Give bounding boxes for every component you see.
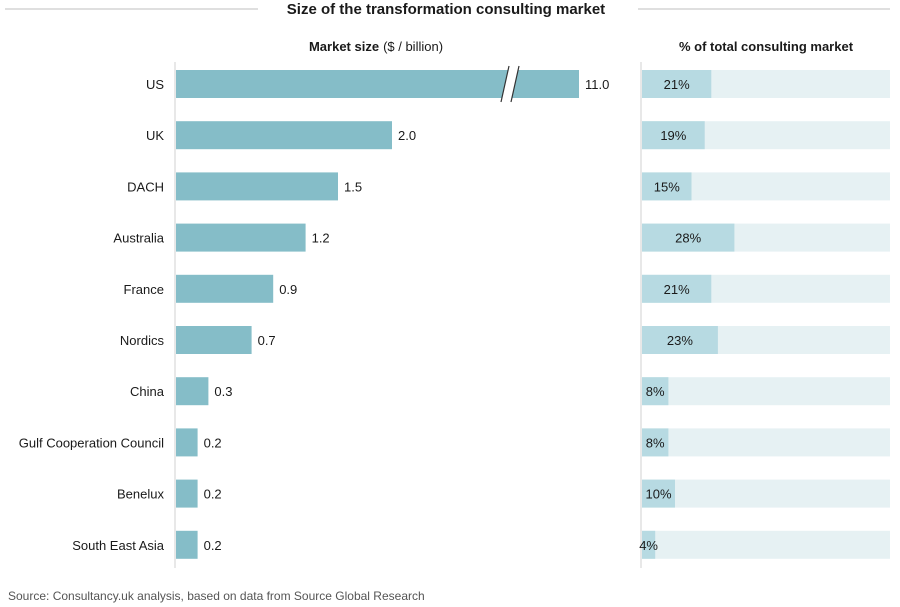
- market-size-value: 1.2: [312, 231, 330, 246]
- category-label: Australia: [113, 231, 164, 246]
- category-label: Gulf Cooperation Council: [19, 435, 164, 450]
- market-size-value: 2.0: [398, 128, 416, 143]
- row-8: Benelux 0.2 10%: [117, 479, 890, 508]
- source-note: Source: Consultancy.uk analysis, based o…: [8, 589, 425, 603]
- share-bar: [642, 70, 712, 98]
- market-size-bar: [176, 121, 392, 150]
- market-size-value: 11.0: [585, 77, 609, 92]
- market-size-bar: [176, 172, 338, 201]
- share-value: 19%: [660, 128, 686, 143]
- share-bar: [642, 223, 735, 252]
- chart-title: Size of the transformation consulting ma…: [287, 1, 605, 18]
- market-size-bar: [176, 223, 306, 252]
- category-label: Benelux: [117, 487, 164, 502]
- market-size-heading: Market size ($ / billion): [309, 39, 443, 54]
- category-label: France: [124, 282, 164, 297]
- share-value: 4%: [639, 538, 658, 553]
- share-track: [642, 428, 890, 457]
- market-size-bar: [176, 428, 198, 457]
- share-value: 21%: [664, 282, 690, 297]
- row-5: Nordics 0.7 23%: [120, 326, 890, 354]
- market-size-bar: [176, 274, 274, 303]
- share-bar: [642, 172, 692, 201]
- share-heading: % of total consulting market: [679, 39, 854, 54]
- row-3: Australia 1.2 28%: [113, 223, 890, 252]
- category-label: South East Asia: [72, 538, 165, 553]
- share-bar: [642, 274, 712, 303]
- category-label: DACH: [127, 179, 164, 194]
- market-size-bar: [176, 530, 198, 559]
- market-size-value: 0.2: [204, 538, 222, 553]
- category-label: US: [146, 77, 164, 92]
- market-size-bar: [176, 70, 579, 98]
- market-size-value: 0.2: [204, 435, 222, 450]
- share-value: 28%: [675, 231, 701, 246]
- market-size-bar: [176, 479, 198, 508]
- category-label: UK: [146, 128, 164, 143]
- row-7: Gulf Cooperation Council 0.2 8%: [19, 428, 890, 457]
- market-size-value: 0.7: [258, 333, 276, 348]
- market-size-value: 0.9: [279, 282, 297, 297]
- share-bar: [642, 530, 656, 559]
- axis-break-gap: [501, 66, 519, 102]
- share-value: 8%: [646, 384, 665, 399]
- row-1: UK 2.0 19%: [146, 121, 890, 150]
- row-6: China 0.3 8%: [130, 377, 890, 406]
- share-bar: [642, 326, 718, 354]
- market-size-heading-label: Market size: [309, 39, 379, 54]
- row-4: France 0.9 21%: [124, 274, 890, 303]
- category-label: China: [130, 384, 165, 399]
- share-value: 15%: [654, 179, 680, 194]
- share-value: 8%: [646, 435, 665, 450]
- share-value: 23%: [667, 333, 693, 348]
- market-size-value: 1.5: [344, 179, 362, 194]
- share-bar: [642, 428, 669, 457]
- row-9: South East Asia 0.2 4%: [72, 530, 890, 559]
- share-value: 10%: [645, 487, 671, 502]
- category-label: Nordics: [120, 333, 165, 348]
- market-size-value: 0.2: [204, 487, 222, 502]
- axis-break-mark: [510, 65, 520, 103]
- market-size-bar: [176, 326, 252, 354]
- share-track: [642, 530, 890, 559]
- market-size-value: 0.3: [214, 384, 232, 399]
- market-size-bar: [176, 377, 209, 406]
- share-track: [642, 377, 890, 406]
- market-size-heading-unit: ($ / billion): [383, 39, 443, 54]
- axis-break-mark: [500, 65, 510, 103]
- row-2: DACH 1.5 15%: [127, 172, 890, 201]
- share-value: 21%: [664, 77, 690, 92]
- share-bar: [642, 377, 669, 406]
- share-track: [642, 479, 890, 508]
- share-bar: [642, 479, 675, 508]
- share-bar: [642, 121, 705, 150]
- row-0: US 11.0 21%: [146, 65, 890, 103]
